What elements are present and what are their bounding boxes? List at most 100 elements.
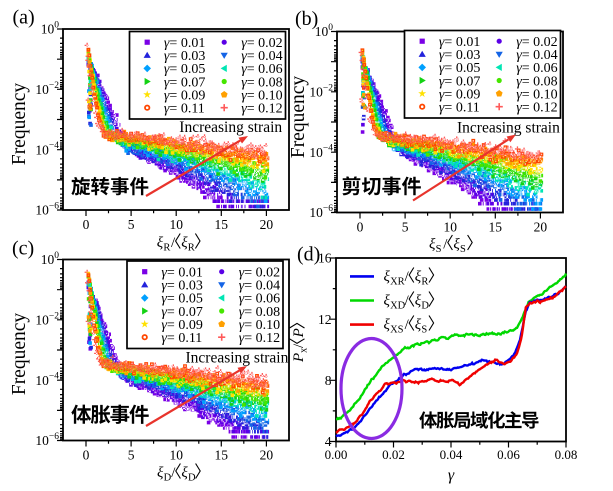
svg-text:0: 0: [83, 217, 90, 232]
svg-text:γ= 0.09: γ= 0.09: [439, 87, 480, 102]
svg-text:γ= 0.08: γ= 0.08: [239, 305, 280, 320]
svg-text:D: D: [421, 301, 429, 312]
svg-text:Frequency: Frequency: [9, 83, 30, 166]
svg-text:/: /: [291, 343, 307, 348]
svg-text:γ= 0.07: γ= 0.07: [164, 75, 205, 90]
svg-text:5: 5: [128, 217, 135, 232]
svg-text:Frequency: Frequency: [288, 76, 309, 159]
svg-text:12: 12: [318, 312, 332, 327]
svg-text:ξ: ξ: [181, 465, 188, 481]
svg-text:Increasing strain: Increasing strain: [186, 349, 289, 366]
svg-text:γ= 0.04: γ= 0.04: [241, 49, 282, 64]
svg-text:XD: XD: [390, 301, 406, 312]
svg-text:γ= 0.09: γ= 0.09: [161, 318, 202, 333]
svg-text:/: /: [171, 465, 176, 481]
svg-text:10: 10: [169, 448, 183, 463]
svg-text:γ= 0.08: γ= 0.08: [516, 74, 557, 89]
svg-text:γ= 0.10: γ= 0.10: [239, 318, 280, 333]
svg-text:0.06: 0.06: [497, 447, 520, 462]
svg-text:/: /: [405, 293, 410, 309]
svg-text:Increasing strain: Increasing strain: [457, 120, 560, 137]
svg-text:4: 4: [325, 434, 332, 449]
svg-text:ξ: ξ: [429, 237, 436, 253]
svg-text:D: D: [164, 473, 172, 484]
svg-text:S: S: [421, 325, 427, 336]
svg-text:R: R: [163, 243, 170, 254]
svg-text:ξ: ξ: [415, 317, 422, 333]
svg-text:20: 20: [260, 217, 274, 232]
svg-text:γ= 0.04: γ= 0.04: [516, 48, 557, 63]
svg-text:γ= 0.09: γ= 0.09: [164, 88, 205, 103]
svg-text:ξ: ξ: [157, 235, 164, 251]
svg-text:ξ: ξ: [453, 237, 460, 253]
svg-text:γ= 0.01: γ= 0.01: [439, 35, 480, 50]
svg-text:Frequency: Frequency: [9, 313, 30, 396]
svg-text:/: /: [171, 235, 176, 251]
svg-text:γ= 0.03: γ= 0.03: [164, 49, 205, 64]
svg-text:γ= 0.05: γ= 0.05: [164, 62, 205, 77]
svg-text:S: S: [460, 244, 466, 255]
svg-text:γ= 0.11: γ= 0.11: [161, 331, 202, 346]
svg-text:P: P: [291, 353, 307, 363]
svg-text:γ= 0.05: γ= 0.05: [439, 61, 480, 76]
svg-text:R: R: [421, 277, 428, 288]
svg-text:0: 0: [357, 220, 364, 235]
svg-text:XR: XR: [390, 277, 405, 288]
svg-text:γ= 0.01: γ= 0.01: [161, 266, 202, 281]
svg-text:γ= 0.07: γ= 0.07: [439, 74, 480, 89]
svg-text:ξ: ξ: [415, 293, 422, 309]
svg-text:Increasing strain: Increasing strain: [179, 119, 282, 136]
svg-text:γ= 0.12: γ= 0.12: [239, 331, 280, 346]
svg-text:γ= 0.03: γ= 0.03: [161, 279, 202, 294]
svg-text:ξ: ξ: [415, 269, 422, 285]
svg-text:γ= 0.04: γ= 0.04: [239, 279, 280, 294]
svg-text:D: D: [188, 473, 196, 484]
svg-text:0.00: 0.00: [325, 447, 348, 462]
svg-text:/: /: [405, 317, 410, 333]
svg-text:5: 5: [128, 448, 135, 463]
svg-text:0.02: 0.02: [382, 447, 405, 462]
svg-text:γ= 0.07: γ= 0.07: [161, 305, 202, 320]
svg-text:0: 0: [83, 448, 90, 463]
svg-text:5: 5: [402, 220, 409, 235]
svg-text:ξ: ξ: [181, 235, 188, 251]
svg-text:γ= 0.06: γ= 0.06: [516, 61, 557, 76]
svg-text:20: 20: [534, 220, 548, 235]
svg-text:S: S: [436, 244, 442, 255]
svg-text:(d): (d): [297, 244, 320, 266]
svg-text:γ= 0.05: γ= 0.05: [161, 292, 202, 307]
svg-text:γ= 0.10: γ= 0.10: [241, 88, 282, 103]
svg-text:15: 15: [215, 217, 229, 232]
svg-text:/: /: [405, 269, 410, 285]
svg-text:γ= 0.10: γ= 0.10: [516, 87, 557, 102]
svg-text:8: 8: [325, 373, 332, 388]
svg-text:XS: XS: [390, 325, 404, 336]
svg-text:γ= 0.06: γ= 0.06: [241, 62, 282, 77]
svg-text:10: 10: [443, 220, 457, 235]
svg-text:γ= 0.11: γ= 0.11: [164, 102, 205, 117]
svg-text:γ= 0.11: γ= 0.11: [439, 101, 480, 116]
svg-text:γ= 0.12: γ= 0.12: [516, 101, 557, 116]
svg-text:ξ: ξ: [157, 465, 164, 481]
svg-text:(c): (c): [12, 238, 34, 260]
svg-text:γ= 0.02: γ= 0.02: [516, 35, 557, 50]
svg-text:(a): (a): [13, 7, 35, 29]
svg-text:γ= 0.06: γ= 0.06: [239, 292, 280, 307]
svg-text:γ= 0.01: γ= 0.01: [164, 36, 205, 51]
svg-text:γ= 0.08: γ= 0.08: [241, 75, 282, 90]
svg-text:16: 16: [318, 251, 332, 266]
svg-text:x: x: [299, 347, 310, 353]
svg-text:0.04: 0.04: [440, 447, 463, 462]
svg-text:0.08: 0.08: [555, 447, 578, 462]
svg-text:γ= 0.12: γ= 0.12: [241, 102, 282, 117]
svg-text:15: 15: [215, 448, 229, 463]
svg-text:R: R: [188, 243, 195, 254]
svg-text:20: 20: [260, 448, 274, 463]
svg-text:γ: γ: [448, 467, 455, 484]
svg-text:ξ: ξ: [384, 269, 391, 285]
svg-text:γ= 0.03: γ= 0.03: [439, 48, 480, 63]
svg-text:γ= 0.02: γ= 0.02: [239, 266, 280, 281]
svg-text:ξ: ξ: [384, 317, 391, 333]
svg-text:P: P: [291, 328, 307, 338]
svg-text:(b): (b): [295, 8, 318, 30]
